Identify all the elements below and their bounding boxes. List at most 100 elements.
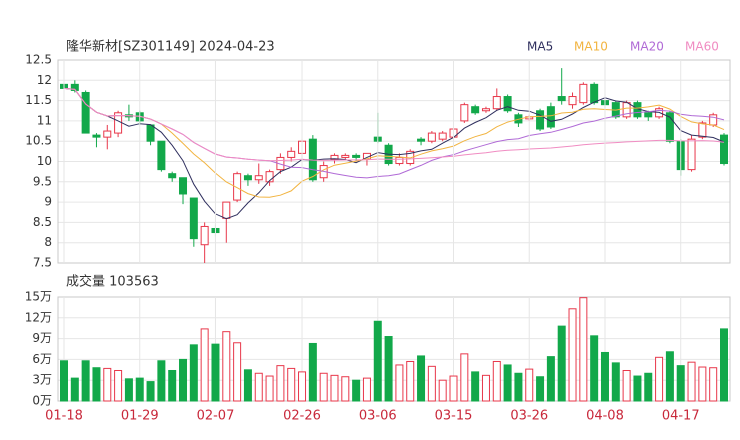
volume-bar (81, 360, 90, 402)
volume-bar (157, 360, 166, 402)
volume-bar (146, 381, 155, 402)
volume-bar (384, 336, 393, 402)
candle-body (536, 110, 545, 130)
candle-body (254, 175, 263, 181)
volume-bar (352, 379, 361, 402)
volume-bar (665, 351, 674, 402)
volume-bar (417, 355, 426, 402)
volume-bar (676, 365, 685, 402)
volume-bar (546, 356, 555, 402)
volume-bar (579, 297, 588, 402)
volume-bar (287, 367, 296, 402)
candle-body (200, 225, 209, 246)
volume-bar (92, 367, 101, 402)
y-tick-label: 0万 (32, 394, 52, 408)
volume-bar (168, 369, 177, 402)
volume-bar (611, 362, 620, 402)
y-tick-label: 12 (37, 73, 52, 87)
y-tick-label: 8.5 (33, 215, 52, 229)
candle-body (265, 171, 274, 183)
volume-bar (709, 367, 718, 402)
candle-body (233, 173, 242, 201)
candle-body (243, 175, 252, 181)
chart-title: 隆华新材[SZ301149] 2024-04-23 (66, 39, 275, 55)
candle-body (546, 106, 555, 128)
candle-body (157, 140, 166, 171)
volume-bar (276, 365, 285, 402)
volume-title: 成交量 103563 (66, 274, 159, 290)
volume-bar (622, 369, 631, 402)
volume-bar (233, 342, 242, 402)
volume-bar (243, 369, 252, 402)
y-tick-label: 3万 (32, 373, 52, 387)
volume-bar (60, 360, 68, 402)
volume-bar (222, 331, 231, 402)
volume-bar (427, 365, 436, 402)
y-tick-label: 12万 (25, 310, 52, 324)
candle-body (341, 154, 350, 158)
volume-bar (720, 328, 728, 402)
y-tick-label: 10 (37, 154, 52, 168)
candle-body (276, 156, 285, 171)
candle-body (179, 177, 188, 195)
volume-bar (330, 374, 339, 402)
volume-bar (362, 377, 371, 402)
y-tick-label: 9.5 (33, 174, 52, 188)
x-tick-label: 03-06 (359, 409, 397, 424)
candle-body (665, 112, 674, 142)
volume-bar (124, 378, 133, 402)
volume-bar (525, 368, 534, 402)
volume-bar (557, 325, 566, 402)
volume-bar (308, 342, 317, 402)
candle-body (471, 106, 480, 114)
candle-body (417, 138, 426, 142)
x-tick-label: 03-26 (510, 409, 548, 424)
volume-bar (471, 371, 480, 402)
legend-label: MA5 (527, 40, 553, 54)
candle-body (395, 156, 404, 165)
y-tick-label: 11 (37, 113, 52, 127)
candle-body (568, 96, 577, 106)
volume-bar (503, 364, 512, 402)
legend-label: MA60 (685, 40, 719, 54)
volume-bar (70, 377, 79, 402)
volume-bar (395, 364, 404, 402)
x-tick-label: 04-08 (586, 409, 624, 424)
volume-bar (600, 351, 609, 402)
volume-bar (373, 320, 382, 402)
volume-bar (514, 372, 523, 402)
candle-body (352, 154, 361, 158)
candle-body (590, 83, 599, 104)
volume-bar (179, 358, 188, 402)
candle-body (427, 132, 436, 142)
candle-body (557, 96, 566, 102)
panel-frame (57, 59, 731, 264)
y-tick-label: 6万 (32, 352, 52, 366)
candle-body (222, 201, 231, 219)
volume-bar (460, 353, 469, 402)
candle-body (503, 96, 512, 112)
volume-bar (492, 360, 501, 402)
ma-line (63, 87, 725, 198)
volume-bar (438, 379, 447, 402)
candle-body (146, 124, 155, 142)
candle-body (709, 114, 718, 126)
volume-bar (135, 377, 144, 402)
y-tick-label: 10.5 (25, 134, 52, 148)
candle-body (481, 108, 490, 112)
volume-bar (481, 374, 490, 402)
volume-bar (449, 375, 458, 402)
y-tick-label: 8 (44, 235, 52, 249)
candle-body (492, 96, 501, 110)
y-tick-label: 15万 (25, 290, 52, 304)
volume-bar (200, 328, 209, 402)
legend-label: MA20 (630, 40, 664, 54)
candle-body (579, 83, 588, 104)
x-tick-label: 02-26 (283, 409, 321, 424)
candle-body (330, 154, 339, 160)
candle-body (92, 134, 101, 138)
x-tick-label: 01-18 (45, 409, 83, 424)
candle-body (438, 132, 447, 140)
ma-line (63, 87, 725, 162)
volume-bar (114, 369, 123, 402)
